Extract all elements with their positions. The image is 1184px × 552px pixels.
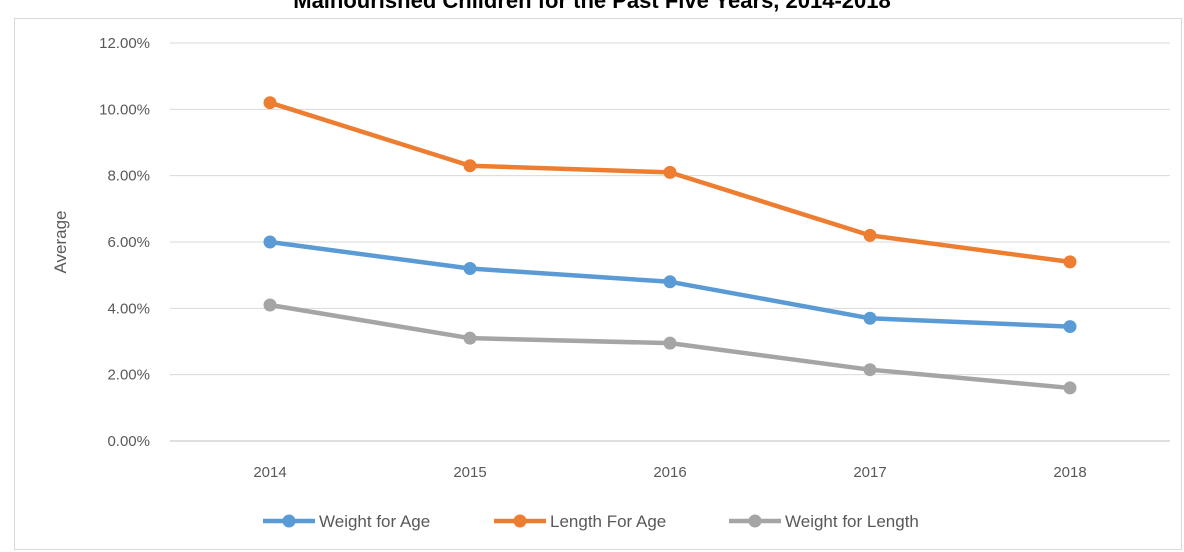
- y-tick-label: 4.00%: [107, 300, 150, 317]
- legend-label: Weight for Age: [319, 512, 430, 531]
- data-point: [1063, 320, 1077, 334]
- data-point: [663, 165, 677, 179]
- data-point: [463, 331, 477, 345]
- data-point: [263, 96, 277, 110]
- data-point: [463, 159, 477, 173]
- legend-swatch-marker: [513, 514, 527, 528]
- data-point: [663, 275, 677, 289]
- chart-title: Malnourished Children for the Past Five …: [293, 0, 891, 13]
- legend-swatch-marker: [748, 514, 762, 528]
- x-tick-label: 2016: [653, 464, 686, 481]
- series-lines: [263, 96, 1077, 395]
- data-point: [1063, 381, 1077, 395]
- y-tick-label: 12.00%: [99, 35, 150, 52]
- y-tick-label: 2.00%: [107, 367, 150, 384]
- data-point: [863, 228, 877, 242]
- data-point: [663, 336, 677, 350]
- series-line: [267, 100, 1073, 265]
- series-length-for-age: [263, 96, 1077, 269]
- y-tick-labels: 0.00% 2.00% 4.00% 6.00% 8.00% 10.00% 12.00%: [99, 35, 150, 450]
- gridlines: [170, 42, 1170, 442]
- x-tick-label: 2015: [453, 464, 486, 481]
- legend-item: Length For Age: [494, 512, 666, 531]
- x-tick-label: 2017: [853, 464, 886, 481]
- data-point: [463, 262, 477, 276]
- x-tick-labels: 2014 2015 2016 2017 2018: [253, 464, 1086, 481]
- chart-frame: [14, 18, 1182, 550]
- y-tick-label: 10.00%: [99, 101, 150, 118]
- data-point: [263, 235, 277, 249]
- series-weight-for-length: [263, 298, 1077, 395]
- legend: Weight for Age Length For Age Weight for L…: [263, 512, 919, 531]
- x-tick-label: 2014: [253, 464, 286, 481]
- x-tick-label: 2018: [1053, 464, 1086, 481]
- data-point: [263, 298, 277, 312]
- data-point: [1063, 255, 1077, 269]
- y-axis-title: Average: [51, 210, 70, 273]
- legend-swatch-marker: [282, 514, 296, 528]
- legend-item: Weight for Age: [263, 512, 430, 531]
- legend-item: Weight for Length: [729, 512, 919, 531]
- data-point: [863, 363, 877, 377]
- y-tick-label: 0.00%: [107, 433, 150, 450]
- data-point: [863, 311, 877, 325]
- y-tick-label: 8.00%: [107, 168, 150, 185]
- legend-label: Length For Age: [550, 512, 666, 531]
- series-weight-for-age: [263, 235, 1077, 334]
- y-tick-label: 6.00%: [107, 234, 150, 251]
- legend-label: Weight for Length: [785, 512, 919, 531]
